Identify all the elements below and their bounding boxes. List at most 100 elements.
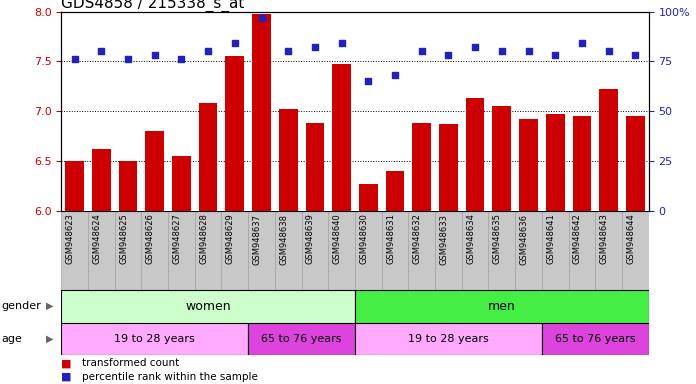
Bar bbox=[546, 114, 564, 211]
Point bbox=[416, 48, 427, 55]
Text: percentile rank within the sample: percentile rank within the sample bbox=[82, 372, 258, 382]
Bar bbox=[195, 211, 221, 290]
Bar bbox=[168, 211, 195, 290]
Text: GSM948626: GSM948626 bbox=[145, 214, 155, 265]
Point bbox=[336, 40, 347, 46]
Bar bbox=[92, 149, 111, 211]
Point bbox=[603, 48, 614, 55]
Bar bbox=[466, 98, 484, 211]
Point bbox=[176, 56, 187, 63]
Bar bbox=[355, 290, 649, 323]
Bar bbox=[542, 211, 569, 290]
Bar bbox=[306, 123, 324, 211]
Point bbox=[630, 52, 641, 58]
Bar bbox=[248, 211, 275, 290]
Bar bbox=[275, 211, 301, 290]
Text: GSM948635: GSM948635 bbox=[493, 214, 502, 265]
Text: GSM948631: GSM948631 bbox=[386, 214, 395, 265]
Point bbox=[523, 48, 534, 55]
Point bbox=[122, 56, 134, 63]
Point bbox=[550, 52, 561, 58]
Point bbox=[470, 45, 481, 51]
Text: transformed count: transformed count bbox=[82, 358, 180, 368]
Bar bbox=[439, 124, 458, 211]
Bar bbox=[626, 116, 644, 211]
Text: 65 to 76 years: 65 to 76 years bbox=[261, 334, 342, 344]
Text: gender: gender bbox=[1, 301, 41, 311]
Text: GSM948634: GSM948634 bbox=[466, 214, 475, 265]
Bar bbox=[489, 211, 515, 290]
Text: ■: ■ bbox=[61, 358, 72, 368]
Text: GSM948638: GSM948638 bbox=[279, 214, 288, 265]
Bar bbox=[435, 211, 461, 290]
Point bbox=[256, 15, 267, 21]
Bar bbox=[301, 211, 329, 290]
Text: women: women bbox=[185, 300, 231, 313]
Bar bbox=[61, 290, 355, 323]
Point bbox=[69, 56, 80, 63]
Point bbox=[229, 40, 240, 46]
Bar bbox=[359, 184, 378, 211]
Bar bbox=[542, 323, 649, 355]
Bar bbox=[65, 161, 84, 211]
Text: GSM948630: GSM948630 bbox=[359, 214, 368, 265]
Point bbox=[496, 48, 507, 55]
Bar bbox=[221, 211, 248, 290]
Bar bbox=[172, 156, 191, 211]
Text: GSM948632: GSM948632 bbox=[413, 214, 422, 265]
Text: GSM948627: GSM948627 bbox=[173, 214, 182, 265]
Text: GSM948636: GSM948636 bbox=[519, 214, 528, 265]
Bar bbox=[248, 323, 355, 355]
Bar bbox=[355, 323, 542, 355]
Point bbox=[390, 72, 401, 78]
Bar bbox=[409, 211, 435, 290]
Text: GSM948623: GSM948623 bbox=[65, 214, 74, 265]
Bar bbox=[118, 161, 137, 211]
Bar bbox=[461, 211, 489, 290]
Text: GSM948633: GSM948633 bbox=[439, 214, 448, 265]
Bar bbox=[573, 116, 592, 211]
Bar bbox=[412, 123, 431, 211]
Text: GSM948628: GSM948628 bbox=[199, 214, 208, 265]
Bar bbox=[115, 211, 141, 290]
Text: GSM948639: GSM948639 bbox=[306, 214, 315, 265]
Bar bbox=[199, 103, 217, 211]
Text: 65 to 76 years: 65 to 76 years bbox=[555, 334, 635, 344]
Point bbox=[149, 52, 160, 58]
Bar bbox=[61, 211, 88, 290]
Bar bbox=[519, 119, 538, 211]
Bar bbox=[226, 56, 244, 211]
Bar bbox=[493, 106, 511, 211]
Text: GSM948641: GSM948641 bbox=[546, 214, 555, 264]
Point bbox=[309, 45, 320, 51]
Text: GSM948643: GSM948643 bbox=[600, 214, 608, 265]
Point bbox=[363, 78, 374, 84]
Text: ▶: ▶ bbox=[47, 301, 54, 311]
Text: GSM948629: GSM948629 bbox=[226, 214, 235, 264]
Bar bbox=[386, 171, 404, 211]
Text: GSM948640: GSM948640 bbox=[333, 214, 342, 264]
Bar bbox=[381, 211, 409, 290]
Bar bbox=[515, 211, 542, 290]
Bar bbox=[329, 211, 355, 290]
Text: age: age bbox=[1, 334, 22, 344]
Bar bbox=[332, 65, 351, 211]
Point bbox=[203, 48, 214, 55]
Text: GSM948642: GSM948642 bbox=[573, 214, 582, 264]
Text: 19 to 28 years: 19 to 28 years bbox=[408, 334, 489, 344]
Bar bbox=[599, 89, 618, 211]
Point bbox=[443, 52, 454, 58]
Text: GSM948637: GSM948637 bbox=[253, 214, 262, 265]
Bar bbox=[355, 211, 381, 290]
Text: 19 to 28 years: 19 to 28 years bbox=[114, 334, 195, 344]
Point bbox=[576, 40, 587, 46]
Bar bbox=[145, 131, 164, 211]
Point bbox=[96, 48, 107, 55]
Text: GSM948644: GSM948644 bbox=[626, 214, 635, 264]
Text: ■: ■ bbox=[61, 372, 72, 382]
Text: GSM948624: GSM948624 bbox=[93, 214, 102, 264]
Text: GSM948625: GSM948625 bbox=[119, 214, 128, 264]
Bar bbox=[622, 211, 649, 290]
Bar bbox=[141, 211, 168, 290]
Bar bbox=[252, 13, 271, 211]
